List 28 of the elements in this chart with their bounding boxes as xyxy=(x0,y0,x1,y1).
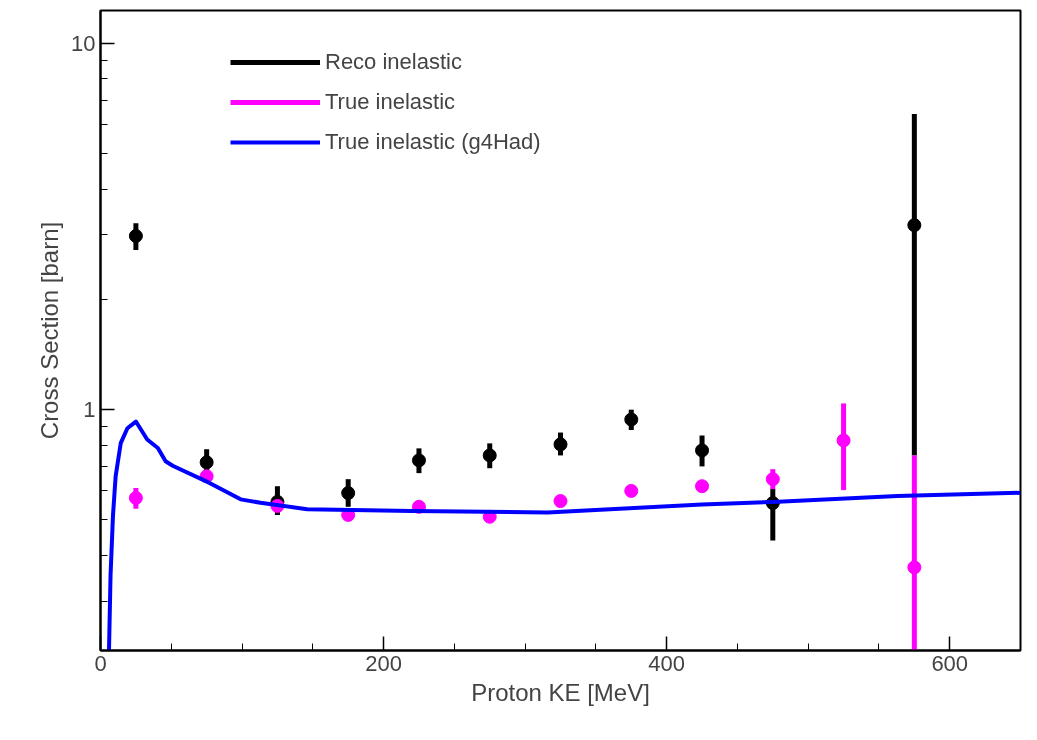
x-tick-label: 200 xyxy=(365,650,402,676)
y-axis-title: Cross Section [barn] xyxy=(36,221,64,440)
line-series xyxy=(106,419,1021,651)
point xyxy=(624,483,639,498)
point xyxy=(765,472,780,487)
legend-label: True inelastic (g4Had) xyxy=(325,129,541,155)
point xyxy=(836,433,851,448)
x-tick-label: 400 xyxy=(648,650,686,676)
x-tick-label: 0 xyxy=(94,650,107,676)
legend-label: Reco inelastic xyxy=(325,49,462,75)
point xyxy=(128,490,143,505)
point xyxy=(907,218,922,233)
point xyxy=(907,560,922,575)
point xyxy=(482,448,497,463)
y-tick-label: 1 xyxy=(83,397,96,423)
point xyxy=(553,494,568,509)
point xyxy=(128,229,143,243)
point xyxy=(341,486,356,501)
point xyxy=(695,443,710,458)
point xyxy=(553,437,568,452)
x-axis-title: Proton KE [MeV] xyxy=(471,678,650,706)
point xyxy=(411,453,426,468)
y-tick-label: 10 xyxy=(71,30,96,56)
point xyxy=(695,479,710,494)
x-tick-label: 600 xyxy=(931,650,969,676)
point xyxy=(624,412,639,427)
legend-label: True inelastic xyxy=(325,89,456,115)
point xyxy=(199,455,214,470)
